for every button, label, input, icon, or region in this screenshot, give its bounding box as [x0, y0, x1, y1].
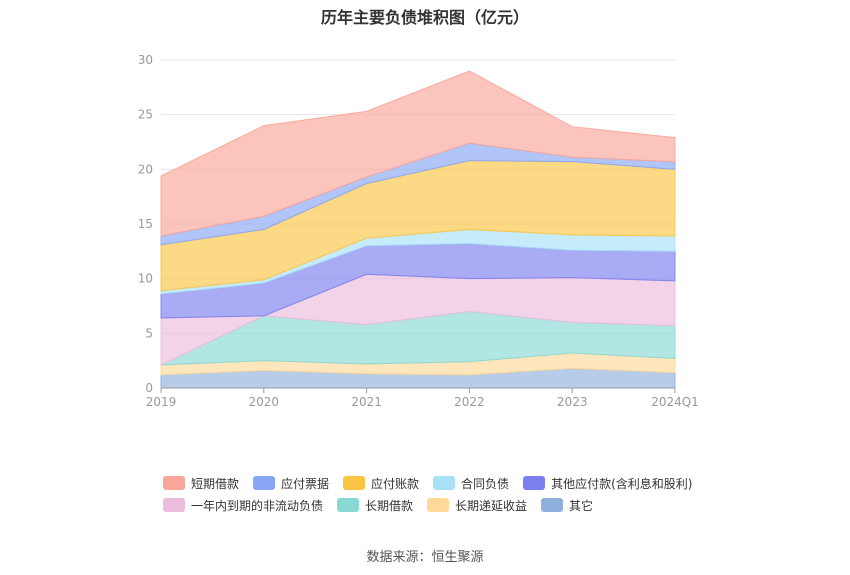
- legend-row-1: 短期借款 应付票据 应付账款 合同负债 其他应付款(含利息和股利): [163, 472, 723, 494]
- legend-swatch: [253, 476, 276, 490]
- legend-item[interactable]: 其它: [541, 494, 593, 516]
- legend-label: 其他应付款(含利息和股利): [551, 476, 693, 491]
- x-tick-label: 2024Q1: [651, 395, 699, 409]
- axes: 0 5 10 15 20 25 30 2019 2020 2021 2022 2023 2024Q1: [138, 53, 699, 409]
- legend-item[interactable]: 应付账款: [343, 472, 419, 494]
- y-tick-label: 0: [145, 381, 153, 395]
- legend-label: 长期借款: [365, 498, 414, 513]
- legend-swatch: [163, 498, 185, 512]
- legend-item[interactable]: 其他应付款(含利息和股利): [523, 472, 692, 494]
- chart-title: 历年主要负债堆积图（亿元）: [320, 8, 529, 27]
- data-source: 数据来源：恒生聚源: [366, 550, 484, 565]
- legend-swatch: [163, 476, 185, 490]
- x-tick-label: 2019: [146, 395, 177, 409]
- y-tick-label: 20: [138, 162, 153, 176]
- x-tick-label: 2022: [454, 395, 485, 409]
- legend-item[interactable]: 一年内到期的非流动负债: [163, 494, 323, 516]
- legend-item[interactable]: 应付票据: [253, 472, 329, 494]
- y-tick-label: 5: [145, 326, 153, 340]
- legend-item[interactable]: 长期递延收益: [427, 494, 527, 516]
- y-tick-label: 10: [138, 272, 153, 286]
- legend-label: 应付票据: [281, 476, 330, 491]
- x-tick-label: 2023: [557, 395, 588, 409]
- legend-item[interactable]: 短期借款: [163, 472, 239, 494]
- legend-label: 短期借款: [191, 476, 240, 491]
- legend-swatch: [541, 498, 564, 512]
- legend-item[interactable]: 长期借款: [337, 494, 413, 516]
- area-series-8[interactable]: [160, 70, 676, 237]
- legend-swatch: [433, 476, 456, 490]
- y-tick-label: 25: [138, 108, 153, 122]
- legend-label: 应付账款: [371, 476, 420, 491]
- area-series: [160, 70, 676, 389]
- x-tick-label: 2021: [351, 395, 382, 409]
- legend-swatch: [337, 498, 360, 512]
- legend-swatch: [427, 498, 450, 512]
- legend-swatch: [343, 476, 366, 490]
- stacked-area-chart: 0 5 10 15 20 25 30 2019 2020 2021 2022 2023 2024Q1: [138, 53, 699, 409]
- x-tick-label: 2020: [249, 395, 280, 409]
- y-tick-label: 15: [138, 217, 153, 231]
- legend-label: 一年内到期的非流动负债: [191, 498, 324, 513]
- legend-item[interactable]: 合同负债: [433, 472, 509, 494]
- y-tick-label: 30: [138, 53, 153, 67]
- legend: 短期借款 应付票据 应付账款 合同负债 其他应付款(含利息和股利) 一年内到期的非流动负…: [163, 472, 723, 516]
- legend-label: 合同负债: [461, 476, 510, 491]
- legend-row-2: 一年内到期的非流动负债 长期借款 长期递延收益 其它: [163, 494, 723, 516]
- legend-label: 其它: [569, 498, 594, 513]
- legend-swatch: [523, 476, 546, 490]
- legend-label: 长期递延收益: [455, 498, 528, 513]
